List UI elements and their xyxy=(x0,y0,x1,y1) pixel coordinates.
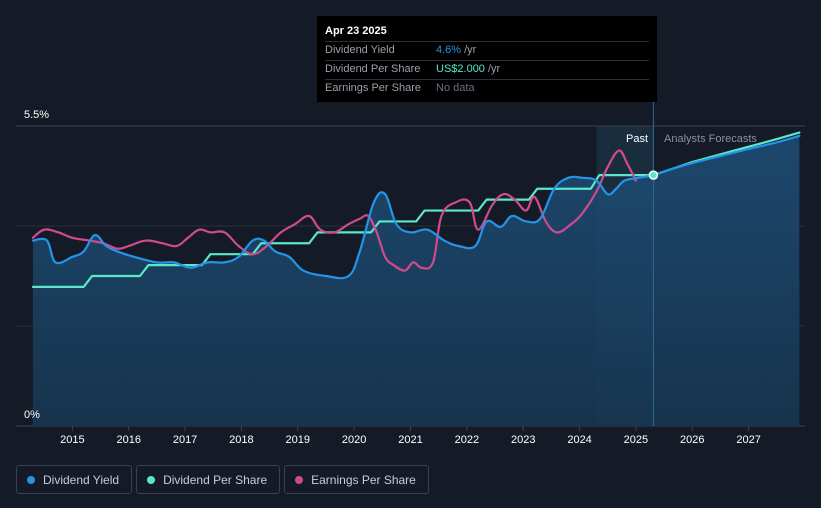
past-label: Past xyxy=(626,133,648,145)
x-tick-label: 2021 xyxy=(398,434,422,446)
legend-item-dividend-yield[interactable]: Dividend Yield xyxy=(16,465,133,494)
series-lines xyxy=(31,131,801,289)
x-tick-label: 2022 xyxy=(455,434,479,446)
legend-label: Dividend Per Share xyxy=(163,472,268,487)
x-tick-label: 2019 xyxy=(286,434,310,446)
x-axis-ticks: 2015 2016 2017 2018 2019 2020 2021 2022 2023 2024… xyxy=(60,426,761,446)
tooltip: Apr 23 2025 Dividend Yield 4.6%/yr Divid… xyxy=(317,16,657,102)
tooltip-unit: /yr xyxy=(464,44,477,56)
x-tick-label: 2015 xyxy=(60,434,84,446)
tooltip-value: US$2.000 xyxy=(436,63,485,75)
x-tick-label: 2024 xyxy=(567,434,591,446)
x-tick-label: 2027 xyxy=(736,434,760,446)
x-tick-label: 2020 xyxy=(342,434,366,446)
x-tick-label: 2016 xyxy=(116,434,140,446)
x-tick-label: 2017 xyxy=(173,434,197,446)
dividend-yield-line xyxy=(31,134,801,280)
dividend-yield-area xyxy=(32,135,800,426)
y-axis-top-label: 5.5% xyxy=(24,109,49,121)
tooltip-label: Dividend Yield xyxy=(325,44,395,56)
tooltip-value: No data xyxy=(436,82,475,94)
current-value-marker[interactable] xyxy=(648,170,659,180)
tooltip-label: Dividend Per Share xyxy=(325,63,421,75)
x-tick-label: 2023 xyxy=(511,434,535,446)
tooltip-value: 4.6% xyxy=(436,44,462,56)
tooltip-unit: /yr xyxy=(487,63,501,75)
tooltip-row-dividend-yield: Dividend Yield 4.6%/yr xyxy=(325,41,649,60)
forecast-label: Analysts Forecasts xyxy=(664,133,757,145)
y-axis-bottom-label: 0% xyxy=(24,409,40,421)
dividend-per-share-dot-icon xyxy=(147,475,156,484)
earnings-per-share-dot-icon xyxy=(295,475,304,484)
legend-label: Earnings Per Share xyxy=(311,472,416,487)
tooltip-date: Apr 23 2025 xyxy=(325,25,387,37)
x-tick-label: 2025 xyxy=(624,434,648,446)
legend: Dividend Yield Dividend Per Share Earnin… xyxy=(16,465,433,494)
x-tick-label: 2018 xyxy=(229,434,253,446)
tooltip-row-earnings-per-share: Earnings Per Share No data xyxy=(325,79,649,98)
tooltip-label: Earnings Per Share xyxy=(325,82,421,94)
tooltip-row-dividend-per-share: Dividend Per Share US$2.000/yr xyxy=(325,60,649,79)
legend-item-dividend-per-share[interactable]: Dividend Per Share xyxy=(136,465,281,494)
legend-label: Dividend Yield xyxy=(43,472,120,487)
x-tick-label: 2026 xyxy=(680,434,704,446)
legend-item-earnings-per-share[interactable]: Earnings Per Share xyxy=(284,465,429,494)
dividend-yield-dot-icon xyxy=(27,475,35,484)
